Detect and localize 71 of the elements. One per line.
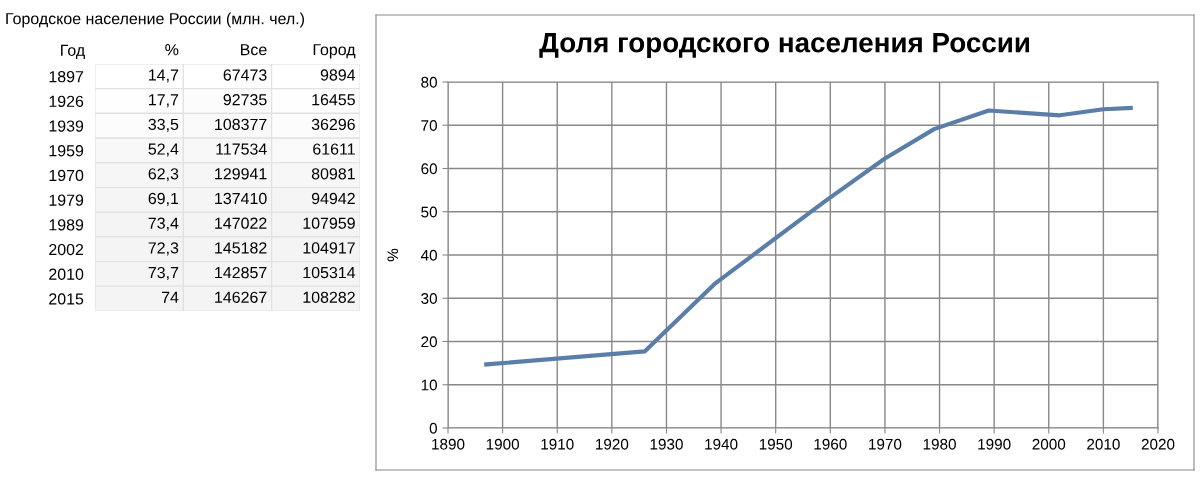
data-label: 67473 <box>223 69 267 81</box>
x-tick-label: 1960 <box>814 438 847 450</box>
data-label: 72,3 <box>148 242 179 256</box>
data-label: 74 <box>161 291 179 303</box>
data-label: 61611 <box>313 143 355 155</box>
x-tick-label: 2020 <box>1141 438 1175 450</box>
x-tick-label: 2010 <box>1087 438 1120 450</box>
x-tick-label: 1940 <box>705 438 738 450</box>
data-label: 108377 <box>215 118 267 131</box>
data-label: 94942 <box>311 192 355 205</box>
data-label: 142857 <box>215 266 267 279</box>
data-label: 62,3 <box>148 168 179 182</box>
x-tick-label: 1920 <box>596 438 629 450</box>
chart-title: Доля городского населения России <box>539 33 1029 58</box>
line-series <box>484 105 1133 367</box>
y-tick-label: 50 <box>421 206 437 218</box>
y-tick-label: 1939 <box>49 120 84 132</box>
data-label: 104917 <box>303 242 355 254</box>
data-label: 33,5 <box>148 118 179 132</box>
x-tick-label: 1930 <box>650 438 683 450</box>
data-label: 129941 <box>215 168 267 180</box>
data-label: 117534 <box>216 143 267 155</box>
x-tick-label: 1950 <box>759 438 793 450</box>
data-label: 52,4 <box>148 143 179 157</box>
y-tick-label: 1959 <box>49 145 84 157</box>
x-tick-label: 1910 <box>541 438 574 450</box>
y-tick-label: 1897 <box>49 70 84 83</box>
data-label: 107959 <box>303 217 355 229</box>
y-tick-label: 1926 <box>49 95 84 107</box>
data-label: 73,4 <box>148 217 179 231</box>
x-tick-label: Все <box>241 44 267 56</box>
data-label: 36296 <box>311 118 355 131</box>
y-tick-label: 30 <box>421 293 437 304</box>
data-label: 80981 <box>311 168 355 180</box>
data-label: 145182 <box>215 242 267 254</box>
y-tick-label: 2002 <box>49 243 84 256</box>
x-tick-label: 1980 <box>923 438 956 450</box>
y-tick-label: 60 <box>421 163 437 175</box>
x-tick-label: % <box>165 44 179 56</box>
data-label: 137410 <box>215 192 267 205</box>
y-tick-label: 40 <box>420 249 437 261</box>
x-tick-label: Город <box>313 44 356 59</box>
data-label: 73,7 <box>148 266 179 281</box>
data-label: 146267 <box>215 291 267 303</box>
data-label: 69,1 <box>148 192 179 207</box>
x-tick-label: 1970 <box>869 438 902 450</box>
y-tick-label: 1979 <box>49 194 84 206</box>
y-tick-label: 1970 <box>49 169 84 182</box>
y-tick-label: 0 <box>429 422 437 434</box>
x-tick-label: 1900 <box>486 438 520 450</box>
y-tick-label: 1989 <box>49 219 84 231</box>
x-tick-label: 1890 <box>432 438 465 450</box>
data-label: 9894 <box>320 69 356 81</box>
y-axis-title: % <box>387 248 399 262</box>
y-tick-label: 2015 <box>49 293 84 305</box>
y-tick-label: 70 <box>421 120 437 131</box>
data-label: 14,7 <box>149 69 179 83</box>
y-tick-label: 2010 <box>49 268 84 280</box>
data-label: 147022 <box>215 217 267 229</box>
data-label: 17,7 <box>149 94 179 108</box>
y-tick-label: 20 <box>421 336 437 348</box>
y-axis-title: Год <box>61 44 85 59</box>
data-label: 92735 <box>223 94 267 106</box>
x-tick-label: 1990 <box>978 438 1011 450</box>
y-tick-label: 10 <box>421 379 437 391</box>
x-tick-label: 2000 <box>1032 438 1066 450</box>
data-label: 16455 <box>312 94 355 106</box>
y-tick-label: 80 <box>421 76 437 88</box>
chart-title: Городское население России (млн. чел.) <box>6 12 304 28</box>
data-label: 108282 <box>303 291 355 303</box>
data-label: 105314 <box>303 266 356 279</box>
